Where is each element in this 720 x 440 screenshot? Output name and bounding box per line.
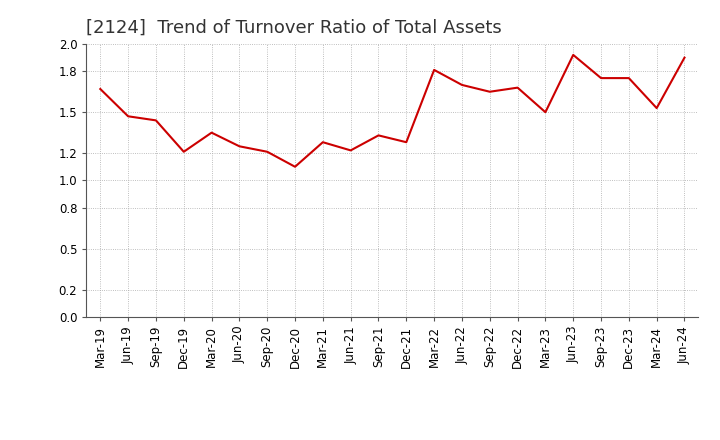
Text: [2124]  Trend of Turnover Ratio of Total Assets: [2124] Trend of Turnover Ratio of Total …: [86, 19, 502, 37]
